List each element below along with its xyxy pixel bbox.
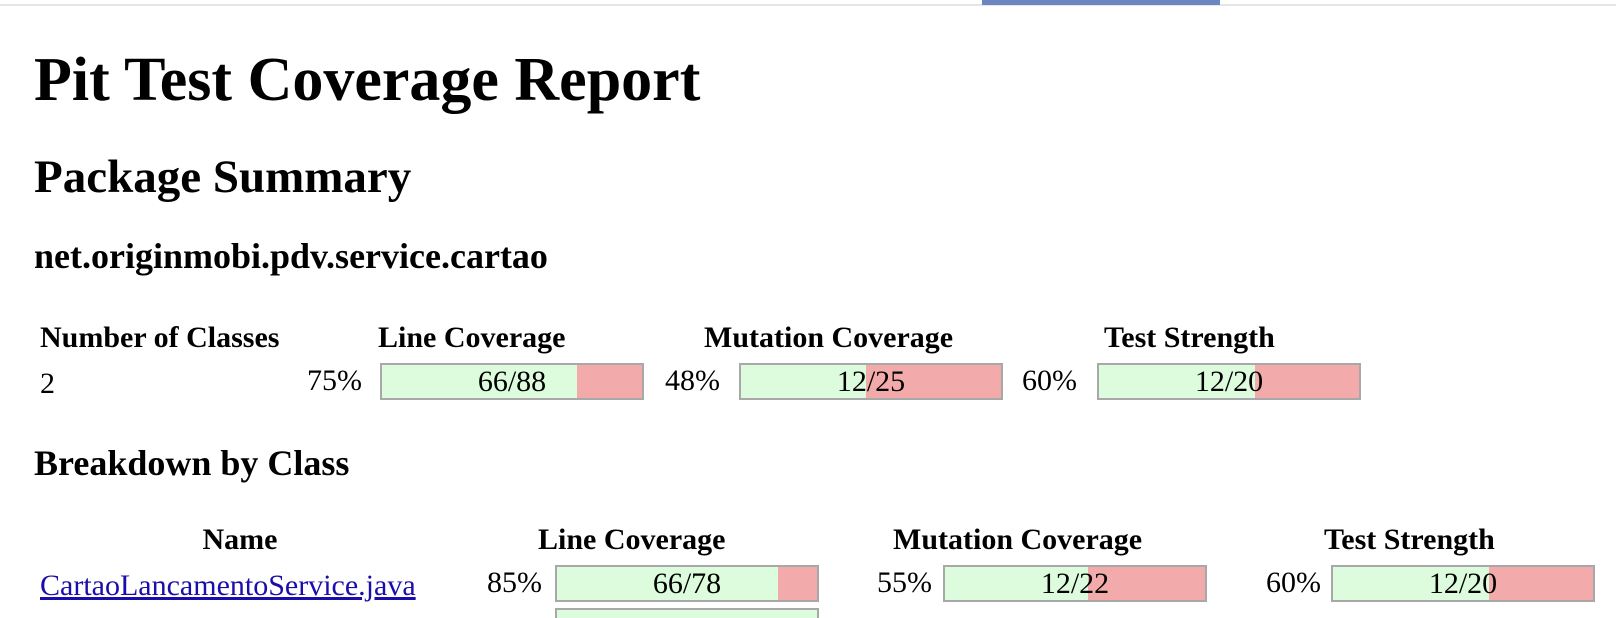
test-strength-percent: 60% xyxy=(1022,364,1077,397)
page-title: Pit Test Coverage Report xyxy=(34,46,701,114)
line-coverage-fraction: 66/88 xyxy=(477,365,547,398)
header-mutation-coverage: Mutation Coverage xyxy=(704,321,954,354)
class-mutation-coverage-bar: 12/22 xyxy=(943,565,1207,602)
test-strength-covered-fill xyxy=(1099,365,1255,398)
header-test-strength: Test Strength xyxy=(1104,321,1275,354)
test-strength-fraction: 12/20 xyxy=(1194,365,1264,398)
mutation-coverage-fraction: 12/25 xyxy=(836,365,906,398)
mutation-coverage-percent: 48% xyxy=(665,364,720,397)
test-strength-bar: 12/20 xyxy=(1097,363,1361,400)
header-class-line-coverage: Line Coverage xyxy=(538,523,726,556)
browser-top-edge xyxy=(0,0,1616,6)
class-link-cartaolancamentoservice[interactable]: CartaoLancamentoService.java xyxy=(40,569,416,602)
class-line-coverage-bar: 66/78 xyxy=(555,565,819,602)
package-name: net.originmobi.pdv.service.cartao xyxy=(34,236,548,276)
class-test-strength-bar: 12/20 xyxy=(1331,565,1595,602)
number-of-classes-value: 2 xyxy=(40,367,55,400)
class-mutation-coverage-fraction: 12/22 xyxy=(1040,567,1110,600)
class-mutation-coverage-percent: 55% xyxy=(877,566,932,599)
class-mutation-coverage-covered-fill xyxy=(945,567,1088,600)
mutation-coverage-covered-fill xyxy=(741,365,866,398)
class-test-strength-percent: 60% xyxy=(1266,566,1321,599)
header-line-coverage: Line Coverage xyxy=(378,321,566,354)
line-coverage-bar: 66/88 xyxy=(380,363,644,400)
class-line-coverage-fraction: 66/78 xyxy=(652,567,722,600)
header-class-mutation-coverage: Mutation Coverage xyxy=(893,523,1143,556)
next-row-bar-cutoff xyxy=(555,608,819,618)
class-test-strength-fraction: 12/20 xyxy=(1428,567,1498,600)
breakdown-heading: Breakdown by Class xyxy=(34,443,350,483)
active-tab-indicator xyxy=(982,0,1220,5)
class-test-strength-covered-fill xyxy=(1333,567,1489,600)
package-summary-heading: Package Summary xyxy=(34,151,412,203)
class-line-coverage-percent: 85% xyxy=(487,566,542,599)
class-line-coverage-covered-fill xyxy=(557,567,778,600)
header-class-test-strength: Test Strength xyxy=(1324,523,1495,556)
header-number-of-classes: Number of Classes xyxy=(40,321,280,354)
mutation-coverage-bar: 12/25 xyxy=(739,363,1003,400)
header-name: Name xyxy=(202,523,278,556)
line-coverage-percent: 75% xyxy=(307,364,362,397)
line-coverage-covered-fill xyxy=(382,365,577,398)
